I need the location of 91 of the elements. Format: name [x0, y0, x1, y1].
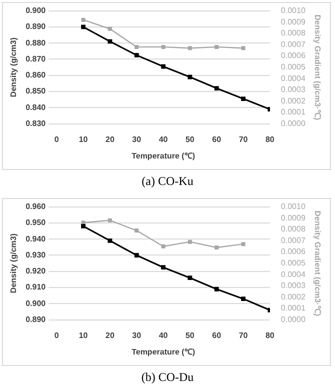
y2-tick-label: 0.0003 — [280, 281, 306, 290]
x-tick-label: 70 — [238, 330, 248, 340]
point — [161, 265, 166, 270]
y-axis-title: Density (g/cm3) — [9, 37, 18, 98]
point — [214, 245, 219, 250]
y-tick-label: 0.920 — [26, 266, 46, 276]
point — [241, 46, 246, 50]
y-tick-label: 0.900 — [26, 6, 46, 16]
point — [134, 228, 139, 233]
y2-tick-label: 0.0010 — [280, 202, 306, 212]
x-tick-label: 20 — [105, 330, 115, 340]
point — [188, 46, 192, 50]
y2-tick-label: 0.0001 — [280, 108, 306, 117]
point — [134, 44, 139, 49]
point — [214, 86, 219, 90]
y2-tick-label: 0.0006 — [280, 247, 306, 256]
y2-tick-label: 0.0002 — [280, 96, 306, 106]
point — [161, 64, 166, 69]
y-tick-label: 0.860 — [26, 70, 46, 80]
y2-tick-label: 0.0007 — [280, 40, 306, 49]
x-tick-label: 70 — [238, 134, 248, 144]
text: (b) CO-Du — [140, 370, 195, 385]
y-tick-label: 0.930 — [26, 250, 46, 260]
y2-tick-label: 0.0006 — [280, 51, 306, 60]
x-tick-label: 0 — [54, 330, 60, 340]
y-tick-label: 0.870 — [26, 54, 46, 64]
y2-tick-label: 0.0009 — [280, 213, 306, 222]
x-axis-title: Temperature (℃) — [132, 347, 196, 356]
x-axis-title: Temperature (℃) — [132, 151, 196, 160]
y-tick-label: 0.850 — [26, 86, 46, 96]
y2-tick-label: 0.0000 — [280, 119, 306, 128]
y2-axis-title: Density Gradient (g/cm3·℃) — [312, 14, 322, 120]
y2-tick-label: 0.0009 — [280, 17, 306, 26]
y2-axis-title: Density Gradient (g/cm3·℃) — [312, 210, 322, 316]
y2-tick-label: 0.0001 — [280, 304, 306, 313]
point — [188, 276, 192, 280]
point — [81, 18, 86, 22]
point — [81, 24, 86, 30]
y-tick-label: 0.880 — [26, 38, 46, 48]
x-tick-label: 30 — [132, 330, 142, 340]
y2-tick-label: 0.0000 — [280, 315, 306, 324]
point — [134, 253, 139, 258]
y-tick-label: 0.940 — [26, 234, 46, 244]
y-tick-label: 0.840 — [26, 102, 46, 112]
y2-tick-label: 0.0005 — [280, 258, 306, 268]
x-tick-label: 60 — [212, 134, 222, 144]
y2-tick-label: 0.0005 — [280, 62, 306, 72]
x-tick-label: 0 — [54, 134, 60, 144]
y-tick-label: 0.950 — [26, 218, 46, 228]
y-tick-label: 0.890 — [26, 22, 46, 32]
x-tick-label: 20 — [105, 134, 115, 144]
point — [214, 286, 219, 292]
point — [214, 44, 219, 49]
x-tick-label: 10 — [78, 330, 88, 340]
point — [241, 96, 246, 101]
y2-tick-label: 0.0003 — [280, 85, 306, 94]
y2-tick-label: 0.0008 — [280, 28, 306, 38]
x-tick-label: 50 — [185, 330, 195, 340]
x-tick-label: 40 — [158, 330, 168, 340]
point — [241, 242, 246, 246]
x-tick-label: 80 — [265, 330, 275, 340]
y-tick-label: 0.900 — [26, 298, 46, 308]
x-tick-label: 50 — [185, 134, 195, 144]
x-tick-label: 10 — [78, 134, 88, 144]
y2-tick-label: 0.0004 — [280, 270, 306, 279]
point — [134, 52, 139, 58]
point — [108, 218, 112, 222]
point — [108, 238, 112, 243]
point — [241, 296, 246, 302]
y2-tick-label: 0.0002 — [280, 292, 306, 302]
x-tick-label: 40 — [158, 134, 168, 144]
point — [161, 244, 166, 248]
y-tick-label: 0.960 — [26, 202, 46, 212]
x-tick-label: 60 — [212, 330, 222, 340]
y-tick-label: 0.830 — [26, 119, 46, 128]
point — [188, 74, 192, 80]
point — [81, 224, 86, 228]
point — [188, 240, 192, 244]
text: (a) CO-Ku — [140, 174, 194, 189]
y2-tick-label: 0.0007 — [280, 236, 306, 245]
point — [161, 44, 166, 49]
point — [108, 26, 112, 31]
x-tick-label: 80 — [265, 134, 275, 144]
y-axis-title: Density (g/cm3) — [9, 233, 18, 294]
y2-tick-label: 0.0010 — [280, 6, 306, 16]
y2-tick-label: 0.0008 — [280, 224, 306, 234]
y-tick-label: 0.910 — [26, 282, 46, 292]
y2-tick-label: 0.0004 — [280, 74, 306, 83]
x-tick-label: 30 — [132, 134, 142, 144]
y-tick-label: 0.890 — [26, 315, 46, 324]
point — [108, 39, 112, 44]
